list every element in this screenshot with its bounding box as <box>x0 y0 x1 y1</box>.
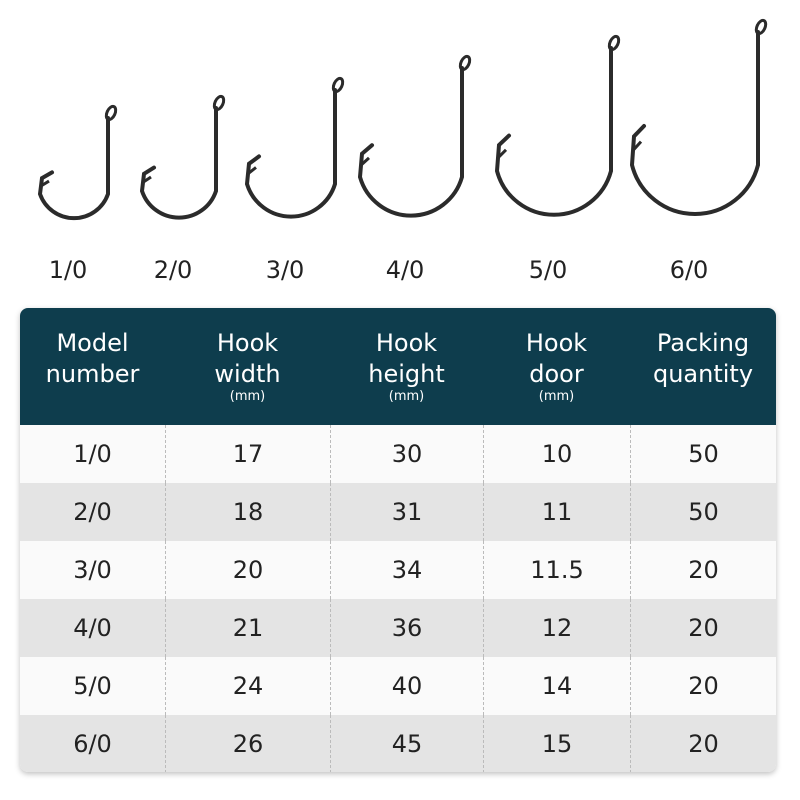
hook-eye <box>212 94 226 112</box>
table-cell: 24 <box>165 657 330 715</box>
header-unit: (mm) <box>229 389 266 404</box>
header-text: Hook <box>216 329 279 357</box>
hook-barb <box>41 179 50 187</box>
table-cell: 17 <box>165 425 330 483</box>
header-cell: Model number <box>20 308 165 425</box>
table-row: 2/0 18 31 11 50 <box>20 483 776 541</box>
hook <box>139 94 226 220</box>
table-header: Model number Hook width (mm) Hook height (mm) Ho… <box>20 308 776 425</box>
header-text: Hook <box>525 329 588 357</box>
hook-body <box>37 116 110 221</box>
hook-barb <box>143 175 152 183</box>
table-cell: 40 <box>330 657 483 715</box>
hook-label: 5/0 <box>529 256 568 284</box>
header-cell: Hook width (mm) <box>165 308 330 425</box>
hook <box>37 104 118 221</box>
table-cell: 11.5 <box>483 541 630 599</box>
table-row: 6/0 26 45 15 20 <box>20 715 776 772</box>
table-cell: 6/0 <box>73 730 112 758</box>
table-cell: 36 <box>330 599 483 657</box>
table-cell: 1/0 <box>73 440 112 468</box>
hook-label: 2/0 <box>154 256 193 284</box>
table-cell: 30 <box>330 425 483 483</box>
hook <box>494 34 621 217</box>
table-cell: 50 <box>630 483 776 541</box>
table-cell: 14 <box>483 657 630 715</box>
table-cell: 3/0 <box>73 556 112 584</box>
hook-label: 6/0 <box>670 256 709 284</box>
header-unit: (mm) <box>538 389 575 404</box>
spec-table: Model number Hook width (mm) Hook height (mm) Ho… <box>20 308 776 772</box>
table-cell: 26 <box>165 715 330 772</box>
table-row: 3/0 20 34 11.5 20 <box>20 541 776 599</box>
hook-body <box>139 106 218 220</box>
table-cell: 34 <box>330 541 483 599</box>
table-cell: 10 <box>483 425 630 483</box>
table-cell: 20 <box>630 715 776 772</box>
hook-eye <box>754 18 768 36</box>
header-cell: Hook door (mm) <box>483 308 630 425</box>
table-cell: 31 <box>330 483 483 541</box>
table-cell: 5/0 <box>73 672 112 700</box>
hook-eye <box>104 104 118 122</box>
header-text: Packing <box>656 329 750 357</box>
header-unit: (mm) <box>388 389 425 404</box>
hook <box>629 18 768 216</box>
hook-eye <box>331 76 345 94</box>
hook-barb <box>360 156 371 166</box>
hook-label: 3/0 <box>266 256 305 284</box>
header-text: number <box>45 360 140 388</box>
table-cell: 20 <box>630 599 776 657</box>
hook-body <box>357 66 464 218</box>
table-cell: 11 <box>483 483 630 541</box>
header-text: height <box>368 360 445 388</box>
hook-barb <box>497 148 508 158</box>
hook-body <box>244 88 337 219</box>
table-row: 1/0 17 30 10 50 <box>20 425 776 483</box>
table-cell: 20 <box>630 657 776 715</box>
hook <box>357 54 472 218</box>
table-cell: 18 <box>165 483 330 541</box>
header-text: door <box>529 360 584 388</box>
hook-body <box>629 30 760 216</box>
header-text: quantity <box>652 360 754 388</box>
hook-eye <box>607 34 621 52</box>
header-text: width <box>214 360 281 388</box>
hook-label: 4/0 <box>386 256 425 284</box>
hook-label: 1/0 <box>49 256 88 284</box>
table-row: 5/0 24 40 14 20 <box>20 657 776 715</box>
table-cell: 20 <box>165 541 330 599</box>
table-cell: 50 <box>630 425 776 483</box>
table-cell: 20 <box>630 541 776 599</box>
table-cell: 4/0 <box>73 614 112 642</box>
header-text: Hook <box>375 329 438 357</box>
table-cell: 21 <box>165 599 330 657</box>
header-cell: Packing quantity <box>630 308 776 425</box>
table-cell: 2/0 <box>73 498 112 526</box>
table-cell: 15 <box>483 715 630 772</box>
hook-body <box>494 46 613 217</box>
hook <box>244 76 345 219</box>
hook-barb <box>632 140 643 151</box>
hook-barb <box>248 166 257 175</box>
hook-illustrations: 1/0 2/0 3/0 4/0 5/0 6/0 <box>37 18 768 284</box>
hook-eye <box>458 54 472 72</box>
header-text: Model <box>56 329 129 357</box>
table-cell: 45 <box>330 715 483 772</box>
header-cell: Hook height (mm) <box>330 308 483 425</box>
table-row: 4/0 21 36 12 20 <box>20 599 776 657</box>
table-cell: 12 <box>483 599 630 657</box>
